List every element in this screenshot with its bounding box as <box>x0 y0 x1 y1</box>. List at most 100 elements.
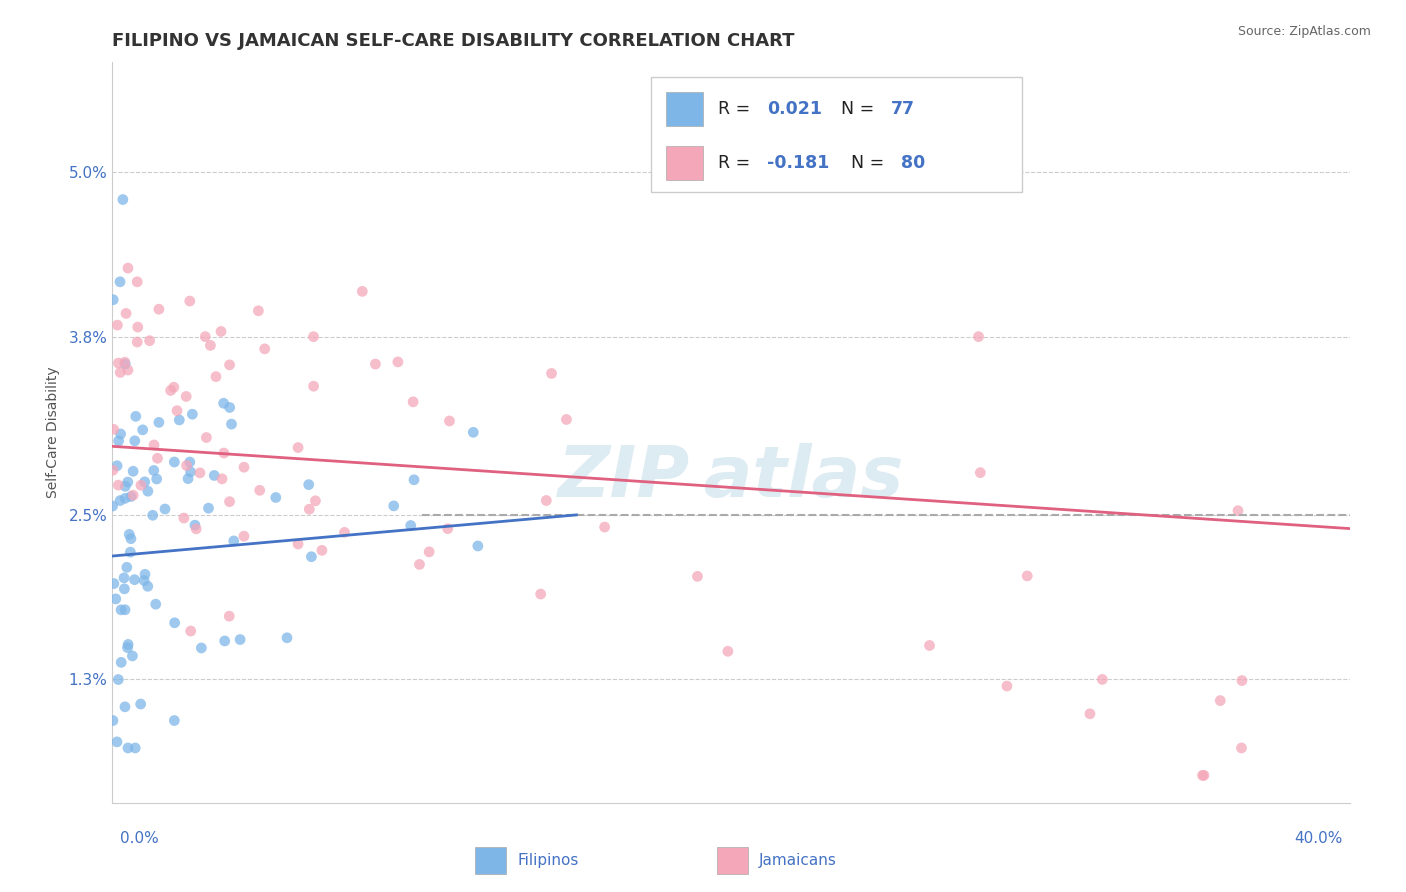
Point <box>145 472 167 486</box>
Point <box>121 648 143 663</box>
Point <box>122 488 145 502</box>
Point <box>540 367 562 381</box>
Point <box>1209 693 1232 707</box>
Point <box>108 275 131 289</box>
Point <box>114 603 136 617</box>
Point <box>304 493 326 508</box>
Point <box>1191 768 1213 782</box>
Point <box>120 545 142 559</box>
Text: R =: R = <box>717 101 755 119</box>
Point <box>115 306 138 320</box>
Point <box>180 465 202 479</box>
Point <box>222 533 245 548</box>
Point <box>555 412 578 426</box>
Point <box>122 464 145 478</box>
Point <box>136 484 159 499</box>
Point <box>1227 504 1250 518</box>
Point <box>117 261 139 276</box>
Text: Jamaicans: Jamaicans <box>759 854 837 868</box>
Point <box>110 366 132 380</box>
Point <box>103 576 125 591</box>
Point <box>402 473 425 487</box>
Text: -0.181: -0.181 <box>768 154 830 172</box>
Point <box>131 423 153 437</box>
Point <box>107 434 129 448</box>
Point <box>145 597 167 611</box>
Point <box>134 475 156 489</box>
Point <box>112 571 135 585</box>
Point <box>117 475 139 489</box>
Point <box>408 558 430 572</box>
Point <box>169 413 191 427</box>
Point <box>209 325 232 339</box>
Text: 77: 77 <box>891 101 915 119</box>
FancyBboxPatch shape <box>665 146 703 179</box>
Point <box>439 414 461 428</box>
Point <box>127 275 149 289</box>
Point <box>153 502 176 516</box>
Point <box>118 527 141 541</box>
Point <box>1192 768 1215 782</box>
Text: 80: 80 <box>901 154 925 172</box>
Text: FILIPINO VS JAMAICAN SELF-CARE DISABILITY CORRELATION CHART: FILIPINO VS JAMAICAN SELF-CARE DISABILIT… <box>112 32 794 50</box>
Point <box>112 582 135 596</box>
Text: Source: ZipAtlas.com: Source: ZipAtlas.com <box>1237 25 1371 38</box>
Point <box>967 329 990 343</box>
Point <box>418 545 440 559</box>
Point <box>177 472 200 486</box>
Point <box>467 539 489 553</box>
Point <box>387 355 409 369</box>
Point <box>184 518 207 533</box>
Point <box>221 417 243 431</box>
Text: ZIP atlas: ZIP atlas <box>558 442 904 511</box>
Point <box>352 285 374 299</box>
Point <box>195 431 218 445</box>
Point <box>163 380 186 394</box>
Point <box>247 303 270 318</box>
Point <box>107 356 129 370</box>
Point <box>114 479 136 493</box>
Point <box>174 389 197 403</box>
Y-axis label: Self-Care Disability: Self-Care Disability <box>46 367 60 499</box>
Point <box>105 318 128 332</box>
Point <box>115 560 138 574</box>
Point <box>717 644 740 658</box>
Point <box>333 525 356 540</box>
Point <box>127 334 149 349</box>
Point <box>134 574 156 588</box>
Point <box>146 451 169 466</box>
Point <box>382 499 405 513</box>
Point <box>200 338 222 352</box>
Point <box>104 591 127 606</box>
Point <box>229 632 252 647</box>
Point <box>117 363 139 377</box>
Point <box>111 193 134 207</box>
Point <box>105 458 128 473</box>
Point <box>163 615 186 630</box>
Point <box>138 334 160 348</box>
Point <box>117 741 139 756</box>
Point <box>190 640 212 655</box>
Point <box>311 543 333 558</box>
Point <box>117 640 139 655</box>
Point <box>218 401 240 415</box>
Point <box>205 369 228 384</box>
Point <box>110 427 132 442</box>
Point <box>142 463 165 477</box>
Point <box>302 379 325 393</box>
Point <box>1230 673 1253 688</box>
Point <box>142 508 165 523</box>
Point <box>120 532 142 546</box>
Text: 0.0%: 0.0% <box>120 831 159 846</box>
Point <box>129 478 152 492</box>
Point <box>233 460 256 475</box>
Point <box>103 293 125 307</box>
Point <box>117 637 139 651</box>
Point <box>120 490 142 504</box>
Point <box>143 438 166 452</box>
Point <box>212 396 235 410</box>
Text: N =: N = <box>841 101 880 119</box>
Point <box>148 302 170 317</box>
Point <box>194 329 217 343</box>
Point <box>181 407 204 421</box>
